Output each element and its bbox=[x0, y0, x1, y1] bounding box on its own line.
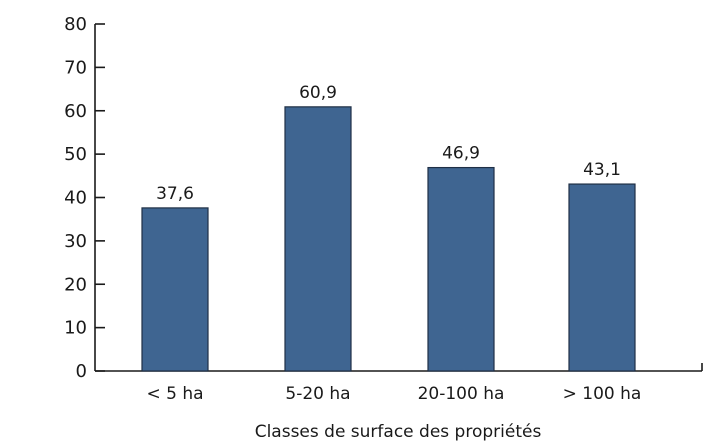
bar-value-label: 46,9 bbox=[442, 144, 480, 164]
y-tick-label: 40 bbox=[64, 188, 87, 209]
bar bbox=[284, 106, 352, 372]
y-tick-label: 10 bbox=[64, 318, 87, 339]
y-tick-label: 0 bbox=[76, 361, 87, 382]
bar bbox=[427, 166, 495, 372]
y-tick-label: 60 bbox=[64, 101, 87, 122]
y-tick-label: 50 bbox=[64, 144, 87, 165]
x-category-label: < 5 ha bbox=[146, 384, 203, 404]
bar-value-label: 43,1 bbox=[583, 160, 621, 180]
x-category-label: 5-20 ha bbox=[285, 384, 350, 404]
y-tick-label: 80 bbox=[64, 14, 87, 35]
y-tick-label: 20 bbox=[64, 274, 87, 295]
bar bbox=[141, 207, 209, 372]
y-axis: 0 10 20 30 40 50 60 70 80 bbox=[64, 14, 105, 382]
bar-value-label: 37,6 bbox=[156, 184, 194, 204]
x-axis-title: Classes de surface des propriétés bbox=[255, 422, 542, 442]
x-category-label: 20-100 ha bbox=[418, 384, 505, 404]
bar bbox=[568, 183, 636, 372]
y-tick-label: 30 bbox=[64, 231, 87, 252]
bars: 37,6 60,9 46,9 43,1 bbox=[141, 83, 636, 372]
bar-value-label: 60,9 bbox=[299, 83, 337, 103]
x-category-label: > 100 ha bbox=[563, 384, 642, 404]
y-tick-label: 70 bbox=[64, 57, 87, 78]
